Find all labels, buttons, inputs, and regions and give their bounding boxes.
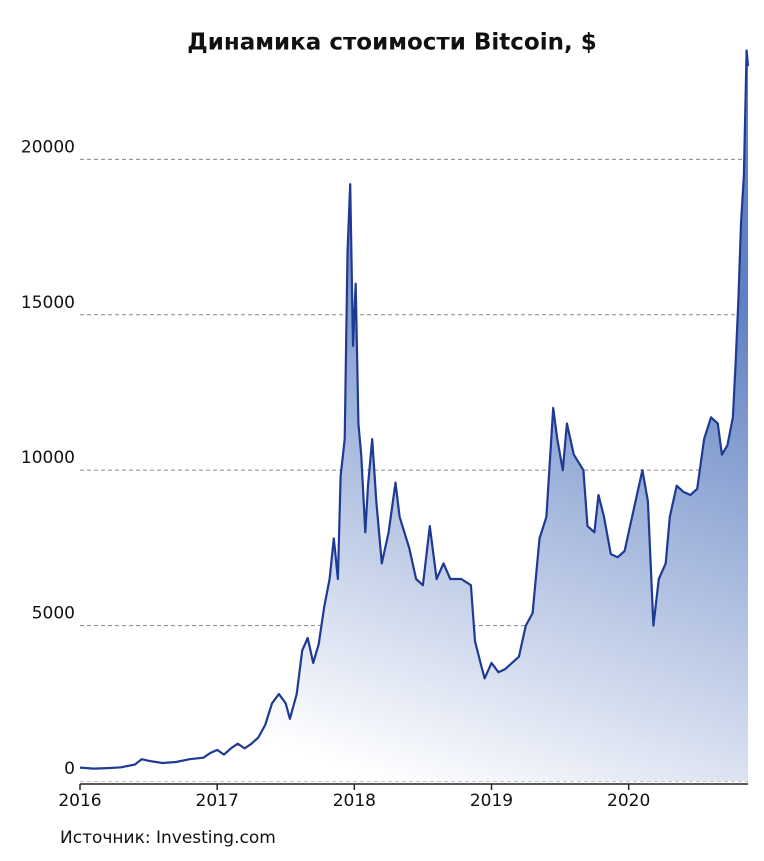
x-tick-label: 2020 [607,791,650,811]
x-tick-label: 2016 [58,791,101,811]
source-note: Источник: Investing.com [60,828,276,848]
y-tick-label: 10000 [21,448,75,468]
y-tick-label: 15000 [21,293,75,313]
chart-title: Динамика стоимости Bitcoin, $ [187,30,597,56]
area-fill [80,50,748,781]
x-tick-label: 2017 [196,791,239,811]
y-tick-label: 5000 [32,604,75,624]
y-tick-label: 0 [64,759,75,779]
y-tick-label: 20000 [21,137,75,157]
line [79,49,750,770]
x-tick-label: 2018 [333,791,376,811]
x-tick-label: 2019 [470,791,513,811]
